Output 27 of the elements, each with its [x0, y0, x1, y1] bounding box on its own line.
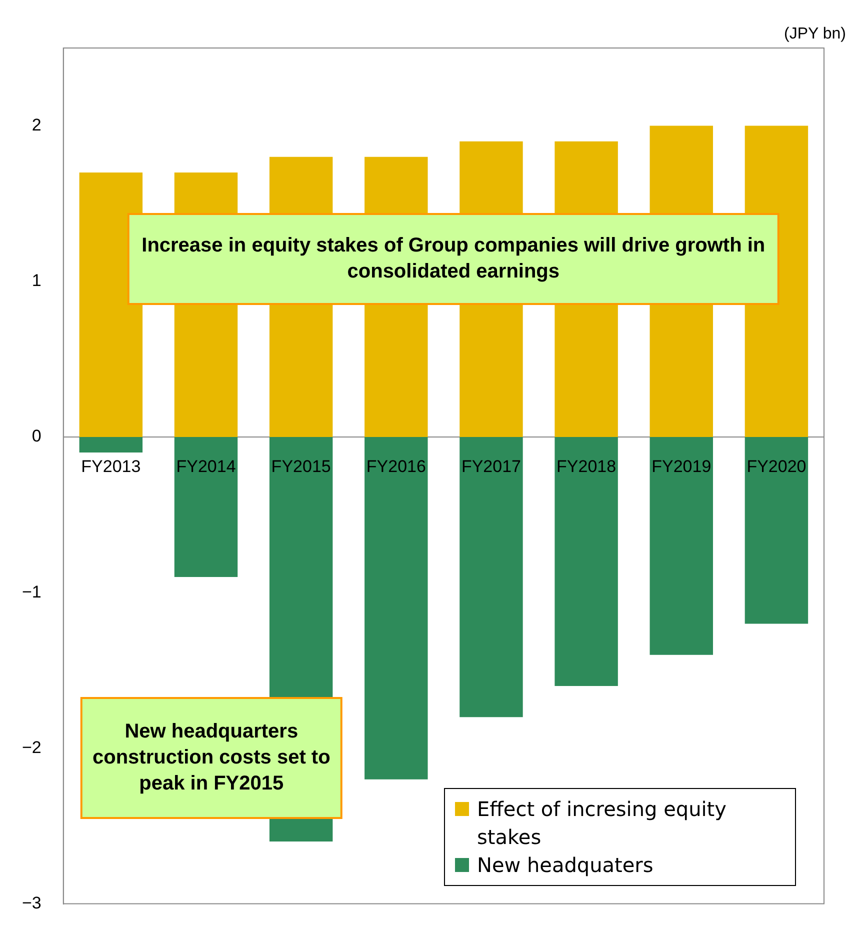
text: (JPY bn)	[784, 25, 846, 42]
bar	[744, 437, 808, 624]
y-tick-label: 2	[32, 115, 42, 134]
annotation: New headquarters construction costs set to peak in FY2015	[92, 720, 330, 795]
bar	[174, 437, 238, 578]
x-tick-label: FY2016	[366, 457, 426, 476]
x-tick-label: FY2014	[176, 457, 236, 476]
bar	[650, 437, 713, 655]
annotation: Increase in equity stakes of Group companies will drive growth in consolidated earnings	[142, 234, 766, 283]
legend-label: Effect of incresing equity stakes	[477, 796, 728, 851]
x-tick-label: FY2013	[81, 457, 141, 476]
legend-label: New headquaters	[477, 852, 654, 879]
bar	[460, 437, 523, 718]
x-tick-label: FY2020	[746, 457, 806, 476]
y-tick-label: 0	[32, 426, 42, 446]
y-tick-label: 1	[32, 271, 42, 290]
bar	[364, 437, 428, 780]
x-tick-label: FY2019	[652, 457, 712, 476]
bar	[554, 437, 618, 686]
bar	[79, 172, 143, 437]
bar	[79, 437, 143, 453]
x-tick-label: FY2017	[461, 457, 522, 476]
x-tick-label: FY2015	[271, 457, 331, 476]
x-tick-label: FY2018	[556, 457, 616, 476]
y-tick-label: −1	[22, 582, 42, 602]
y-tick-label: −2	[22, 738, 42, 757]
y-tick-label: −3	[22, 893, 42, 912]
